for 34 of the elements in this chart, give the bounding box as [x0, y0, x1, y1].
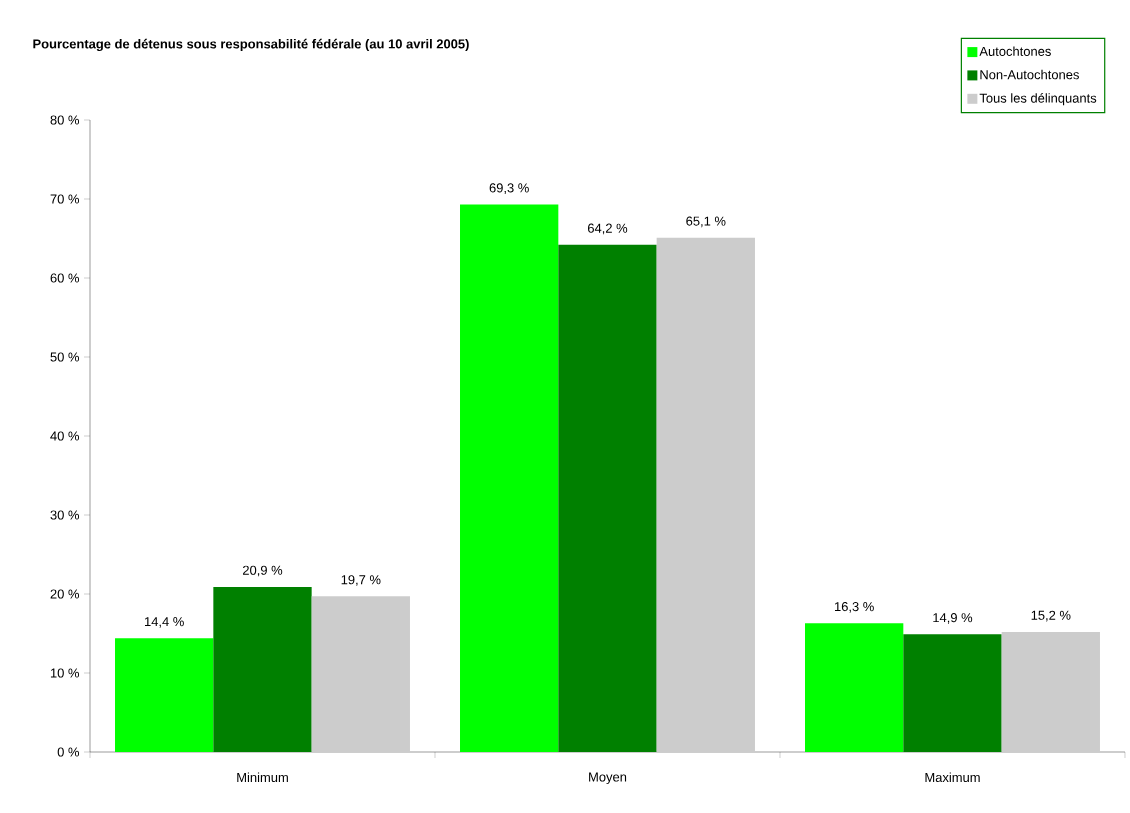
legend-label: Autochtones [979, 46, 1051, 56]
legend-label: Tous les délinquants [979, 93, 1097, 106]
y-tick-label: 50 % [50, 352, 80, 362]
data-label: 20,9 % [242, 565, 283, 577]
y-tick-label: 30 % [50, 510, 80, 520]
chart-title: Pourcentage de détenus sous responsabilité fédérale (au 10 avril 2005) [33, 38, 469, 52]
bar [213, 586, 312, 752]
bar [460, 204, 559, 752]
data-label: 14,9 % [933, 613, 973, 624]
y-tick-label: 60 % [50, 273, 80, 283]
bar [1001, 631, 1100, 752]
data-label: 16,3 % [834, 602, 874, 613]
bar [115, 638, 214, 752]
data-label: 14,4 % [145, 617, 184, 628]
y-tick-label: 40 % [50, 431, 80, 441]
bar [903, 634, 1002, 752]
y-tick-label: 20 % [50, 589, 80, 599]
data-label: 15,2 % [1031, 610, 1071, 622]
data-label: 65,1 % [686, 216, 726, 228]
x-tick-label: Maximum [925, 772, 980, 783]
legend-label: Non-Autochtones [980, 69, 1079, 80]
y-tick-label: 10 % [50, 668, 80, 678]
x-tick-label: Minimum [237, 772, 288, 783]
data-label: 64,2 % [587, 223, 628, 235]
data-label: 19,7 % [341, 575, 381, 586]
y-tick-label: 80 % [50, 115, 80, 125]
y-tick-label: 0 % [57, 747, 80, 757]
y-tick-label: 70 % [50, 194, 80, 204]
data-label: 69,3 % [489, 183, 529, 195]
bar [656, 237, 755, 752]
bar [558, 244, 657, 752]
bar [805, 623, 904, 752]
bar [311, 596, 410, 752]
x-tick-label: Moyen [589, 772, 627, 785]
